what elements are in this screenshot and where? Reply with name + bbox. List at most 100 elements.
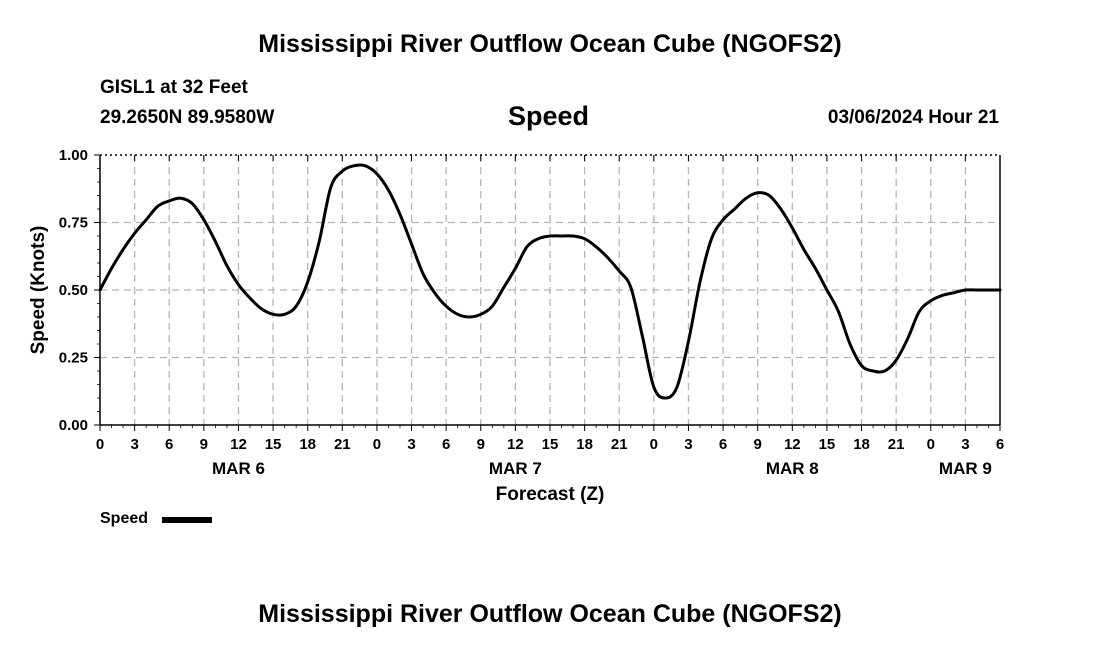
data-point — [456, 313, 459, 316]
data-point — [537, 237, 540, 240]
data-point — [479, 313, 482, 316]
x-tick-label: 0 — [650, 436, 658, 453]
data-point — [583, 237, 586, 240]
x-tick-label: 9 — [477, 436, 485, 453]
data-point — [445, 305, 447, 308]
data-point — [226, 264, 228, 267]
data-point — [329, 186, 332, 189]
data-point — [953, 291, 955, 294]
data-point — [156, 205, 159, 208]
data-point — [410, 243, 413, 245]
data-point — [779, 208, 782, 210]
data-point — [964, 289, 967, 291]
y-tick-label: 1.00 — [59, 147, 88, 164]
data-point — [883, 370, 886, 372]
data-point — [572, 235, 574, 237]
x-tick-label: 18 — [299, 436, 316, 453]
data-point — [595, 246, 597, 248]
y-tick-label: 0.75 — [59, 215, 88, 232]
data-point — [387, 189, 390, 191]
data-point — [272, 313, 274, 316]
data-point — [999, 289, 1001, 291]
forecast-timestamp: 03/06/2024 Hour 21 — [827, 107, 999, 128]
data-point — [826, 289, 828, 291]
x-tick-label: 9 — [754, 436, 762, 453]
x-tick-label: 21 — [888, 436, 905, 453]
data-point — [514, 267, 517, 270]
data-point — [214, 240, 217, 243]
data-point — [306, 281, 309, 283]
x-tick-label: 15 — [265, 436, 282, 453]
x-tick-label: 12 — [507, 436, 524, 453]
data-point — [433, 291, 436, 294]
x-tick-label: 0 — [927, 436, 935, 453]
x-tick-label: 21 — [334, 436, 351, 453]
data-point — [618, 270, 621, 272]
chart-heading: Speed — [508, 101, 590, 131]
data-point — [133, 232, 136, 235]
x-tick-label: 9 — [200, 436, 208, 453]
data-point — [283, 313, 286, 316]
data-point — [814, 267, 817, 270]
x-tick-label: 6 — [165, 436, 173, 453]
y-tick-label: 0.00 — [59, 417, 88, 434]
data-point — [687, 340, 690, 343]
data-point — [122, 248, 124, 251]
data-point — [249, 297, 251, 299]
station-coordinates: 29.2650N 89.9580W — [100, 107, 275, 128]
x-tick-label: 12 — [784, 436, 801, 453]
data-point — [641, 335, 644, 337]
data-point — [791, 227, 794, 229]
x-tick-label: 3 — [130, 436, 138, 453]
x-tick-label: 18 — [576, 436, 593, 453]
data-point — [976, 289, 978, 291]
x-tick-label: 12 — [230, 436, 247, 453]
x-tick-label: 3 — [961, 436, 969, 453]
x-tick-label: 15 — [819, 436, 836, 453]
data-point — [629, 286, 632, 289]
data-point — [376, 173, 378, 175]
data-point — [929, 300, 932, 302]
data-point — [860, 364, 863, 367]
data-point — [168, 200, 171, 202]
data-point — [756, 192, 759, 194]
data-point — [491, 305, 494, 308]
data-point — [526, 246, 528, 248]
x-tick-label: 3 — [407, 436, 415, 453]
data-point — [606, 256, 609, 259]
data-point — [699, 281, 701, 283]
station-label: GISL1 at 32 Feet — [100, 77, 248, 98]
data-point — [560, 235, 563, 237]
data-point — [99, 289, 101, 291]
data-point — [179, 197, 182, 199]
page-title: Mississippi River Outflow Ocean Cube (NG… — [258, 30, 842, 58]
x-date-label: MAR 6 — [212, 459, 265, 478]
data-point — [549, 235, 551, 237]
x-tick-label: 15 — [542, 436, 559, 453]
data-point — [722, 219, 724, 221]
data-point — [399, 213, 401, 216]
data-point — [849, 343, 851, 345]
data-point — [745, 197, 747, 199]
data-point — [237, 283, 240, 286]
bottom-title: Mississippi River Outflow Ocean Cube (NG… — [258, 600, 842, 628]
x-tick-label: 0 — [373, 436, 381, 453]
data-point — [803, 248, 805, 251]
data-point — [710, 237, 713, 240]
legend-line-swatch — [162, 517, 212, 523]
data-point — [110, 267, 113, 270]
data-point — [837, 310, 840, 313]
x-tick-label: 6 — [996, 436, 1004, 453]
data-point — [318, 240, 321, 243]
data-point — [906, 337, 909, 340]
x-date-label: MAR 8 — [766, 459, 819, 478]
data-point — [987, 289, 990, 291]
data-point — [676, 386, 678, 389]
data-point — [941, 294, 944, 297]
data-point — [872, 370, 874, 372]
x-date-label: MAR 7 — [489, 459, 542, 478]
data-point — [918, 310, 921, 313]
data-point — [664, 397, 667, 399]
y-tick-label: 0.25 — [59, 350, 88, 367]
